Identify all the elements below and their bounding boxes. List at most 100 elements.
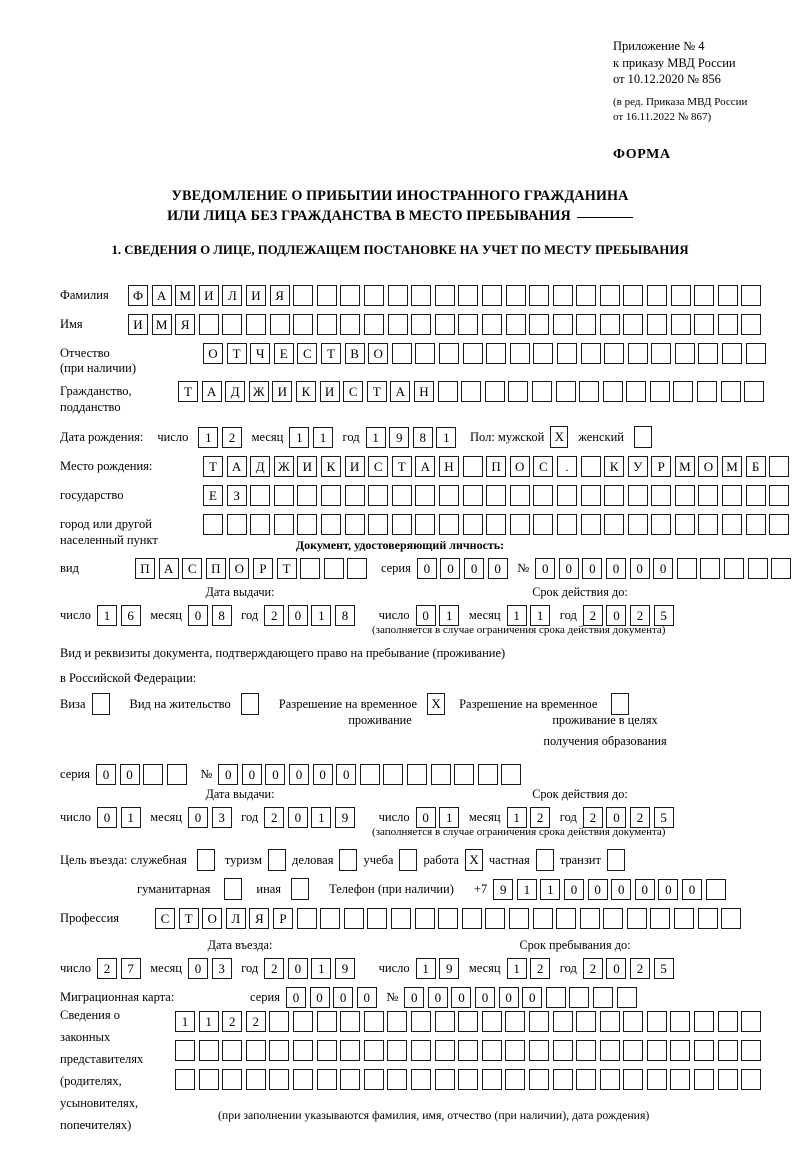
char-cell[interactable] — [744, 380, 765, 402]
char-cell[interactable]: Е — [203, 484, 223, 506]
char-cell[interactable]: 1 — [312, 426, 333, 448]
char-cell[interactable]: Ж — [248, 380, 269, 402]
char-cell[interactable]: А — [201, 380, 222, 402]
char-cell[interactable]: 0 — [606, 957, 627, 979]
char-cell[interactable]: 1 — [439, 806, 460, 828]
char-cell[interactable]: Т — [226, 342, 247, 364]
char-cell[interactable]: . — [556, 455, 577, 477]
birthplace-input-row3[interactable] — [203, 513, 793, 535]
temp-residence-edu-checkbox[interactable] — [611, 693, 630, 715]
char-cell[interactable] — [410, 1039, 431, 1061]
char-cell[interactable] — [391, 484, 412, 506]
char-cell[interactable] — [717, 284, 738, 306]
char-cell[interactable]: 9 — [439, 957, 460, 979]
char-cell[interactable] — [316, 1039, 337, 1061]
char-cell[interactable]: К — [295, 380, 316, 402]
char-cell[interactable] — [623, 1010, 644, 1032]
char-cell[interactable]: З — [226, 484, 247, 506]
char-cell[interactable]: 1 — [365, 426, 386, 448]
char-cell[interactable]: 0 — [498, 986, 519, 1008]
char-cell[interactable]: И — [272, 380, 293, 402]
char-cell[interactable] — [576, 313, 597, 335]
char-cell[interactable] — [627, 484, 648, 506]
char-cell[interactable] — [481, 1068, 502, 1090]
char-cell[interactable]: 2 — [530, 957, 551, 979]
char-cell[interactable] — [437, 380, 458, 402]
char-cell[interactable]: И — [198, 284, 219, 306]
char-cell[interactable]: М — [674, 455, 695, 477]
char-cell[interactable] — [410, 1068, 431, 1090]
char-cell[interactable] — [391, 342, 412, 364]
char-cell[interactable] — [363, 284, 384, 306]
char-cell[interactable]: 2 — [582, 957, 603, 979]
char-cell[interactable] — [509, 342, 530, 364]
char-cell[interactable]: 1 — [97, 604, 118, 626]
char-cell[interactable] — [676, 557, 697, 579]
char-cell[interactable]: Т — [320, 342, 341, 364]
char-cell[interactable]: Е — [273, 342, 294, 364]
char-cell[interactable]: 0 — [95, 763, 116, 785]
char-cell[interactable] — [292, 1010, 313, 1032]
char-cell[interactable] — [250, 513, 271, 535]
char-cell[interactable] — [722, 342, 743, 364]
char-cell[interactable]: 0 — [653, 557, 674, 579]
char-cell[interactable]: Т — [276, 557, 297, 579]
purpose-transit-checkbox[interactable] — [606, 849, 625, 871]
char-cell[interactable] — [438, 513, 459, 535]
char-cell[interactable]: П — [135, 557, 155, 579]
char-cell[interactable] — [250, 484, 271, 506]
char-cell[interactable] — [604, 513, 625, 535]
purpose-official-checkbox[interactable] — [196, 849, 215, 871]
char-cell[interactable] — [434, 284, 455, 306]
char-cell[interactable]: 0 — [629, 557, 650, 579]
char-cell[interactable] — [528, 1039, 549, 1061]
char-cell[interactable] — [552, 1068, 573, 1090]
char-cell[interactable]: С — [297, 342, 318, 364]
char-cell[interactable] — [529, 313, 550, 335]
char-cell[interactable] — [533, 513, 554, 535]
char-cell[interactable] — [580, 455, 601, 477]
char-cell[interactable] — [694, 1010, 715, 1032]
char-cell[interactable]: 0 — [606, 604, 627, 626]
char-cell[interactable]: Р — [651, 455, 672, 477]
char-cell[interactable] — [552, 1010, 573, 1032]
char-cell[interactable]: К — [604, 455, 625, 477]
char-cell[interactable] — [143, 763, 164, 785]
char-cell[interactable] — [552, 313, 573, 335]
char-cell[interactable] — [651, 484, 672, 506]
char-cell[interactable] — [363, 313, 384, 335]
char-cell[interactable] — [717, 1010, 738, 1032]
char-cell[interactable]: А — [151, 284, 172, 306]
char-cell[interactable]: 0 — [564, 878, 584, 900]
char-cell[interactable]: 2 — [221, 426, 242, 448]
char-cell[interactable] — [674, 342, 695, 364]
char-cell[interactable] — [599, 1039, 620, 1061]
char-cell[interactable] — [717, 1068, 738, 1090]
char-cell[interactable]: 0 — [605, 557, 626, 579]
char-cell[interactable]: П — [205, 557, 226, 579]
char-cell[interactable]: Ж — [273, 455, 294, 477]
char-cell[interactable] — [297, 513, 318, 535]
visa-checkbox[interactable] — [91, 693, 110, 715]
char-cell[interactable] — [722, 484, 743, 506]
char-cell[interactable]: Я — [175, 313, 196, 335]
char-cell[interactable]: 2 — [222, 1010, 243, 1032]
char-cell[interactable]: 0 — [451, 986, 472, 1008]
legal-input-row3[interactable] — [175, 1068, 765, 1090]
char-cell[interactable] — [477, 763, 498, 785]
char-cell[interactable] — [293, 313, 314, 335]
char-cell[interactable] — [505, 313, 526, 335]
char-cell[interactable] — [626, 380, 647, 402]
char-cell[interactable] — [198, 1039, 219, 1061]
char-cell[interactable]: 9 — [389, 426, 410, 448]
char-cell[interactable]: 0 — [587, 878, 608, 900]
